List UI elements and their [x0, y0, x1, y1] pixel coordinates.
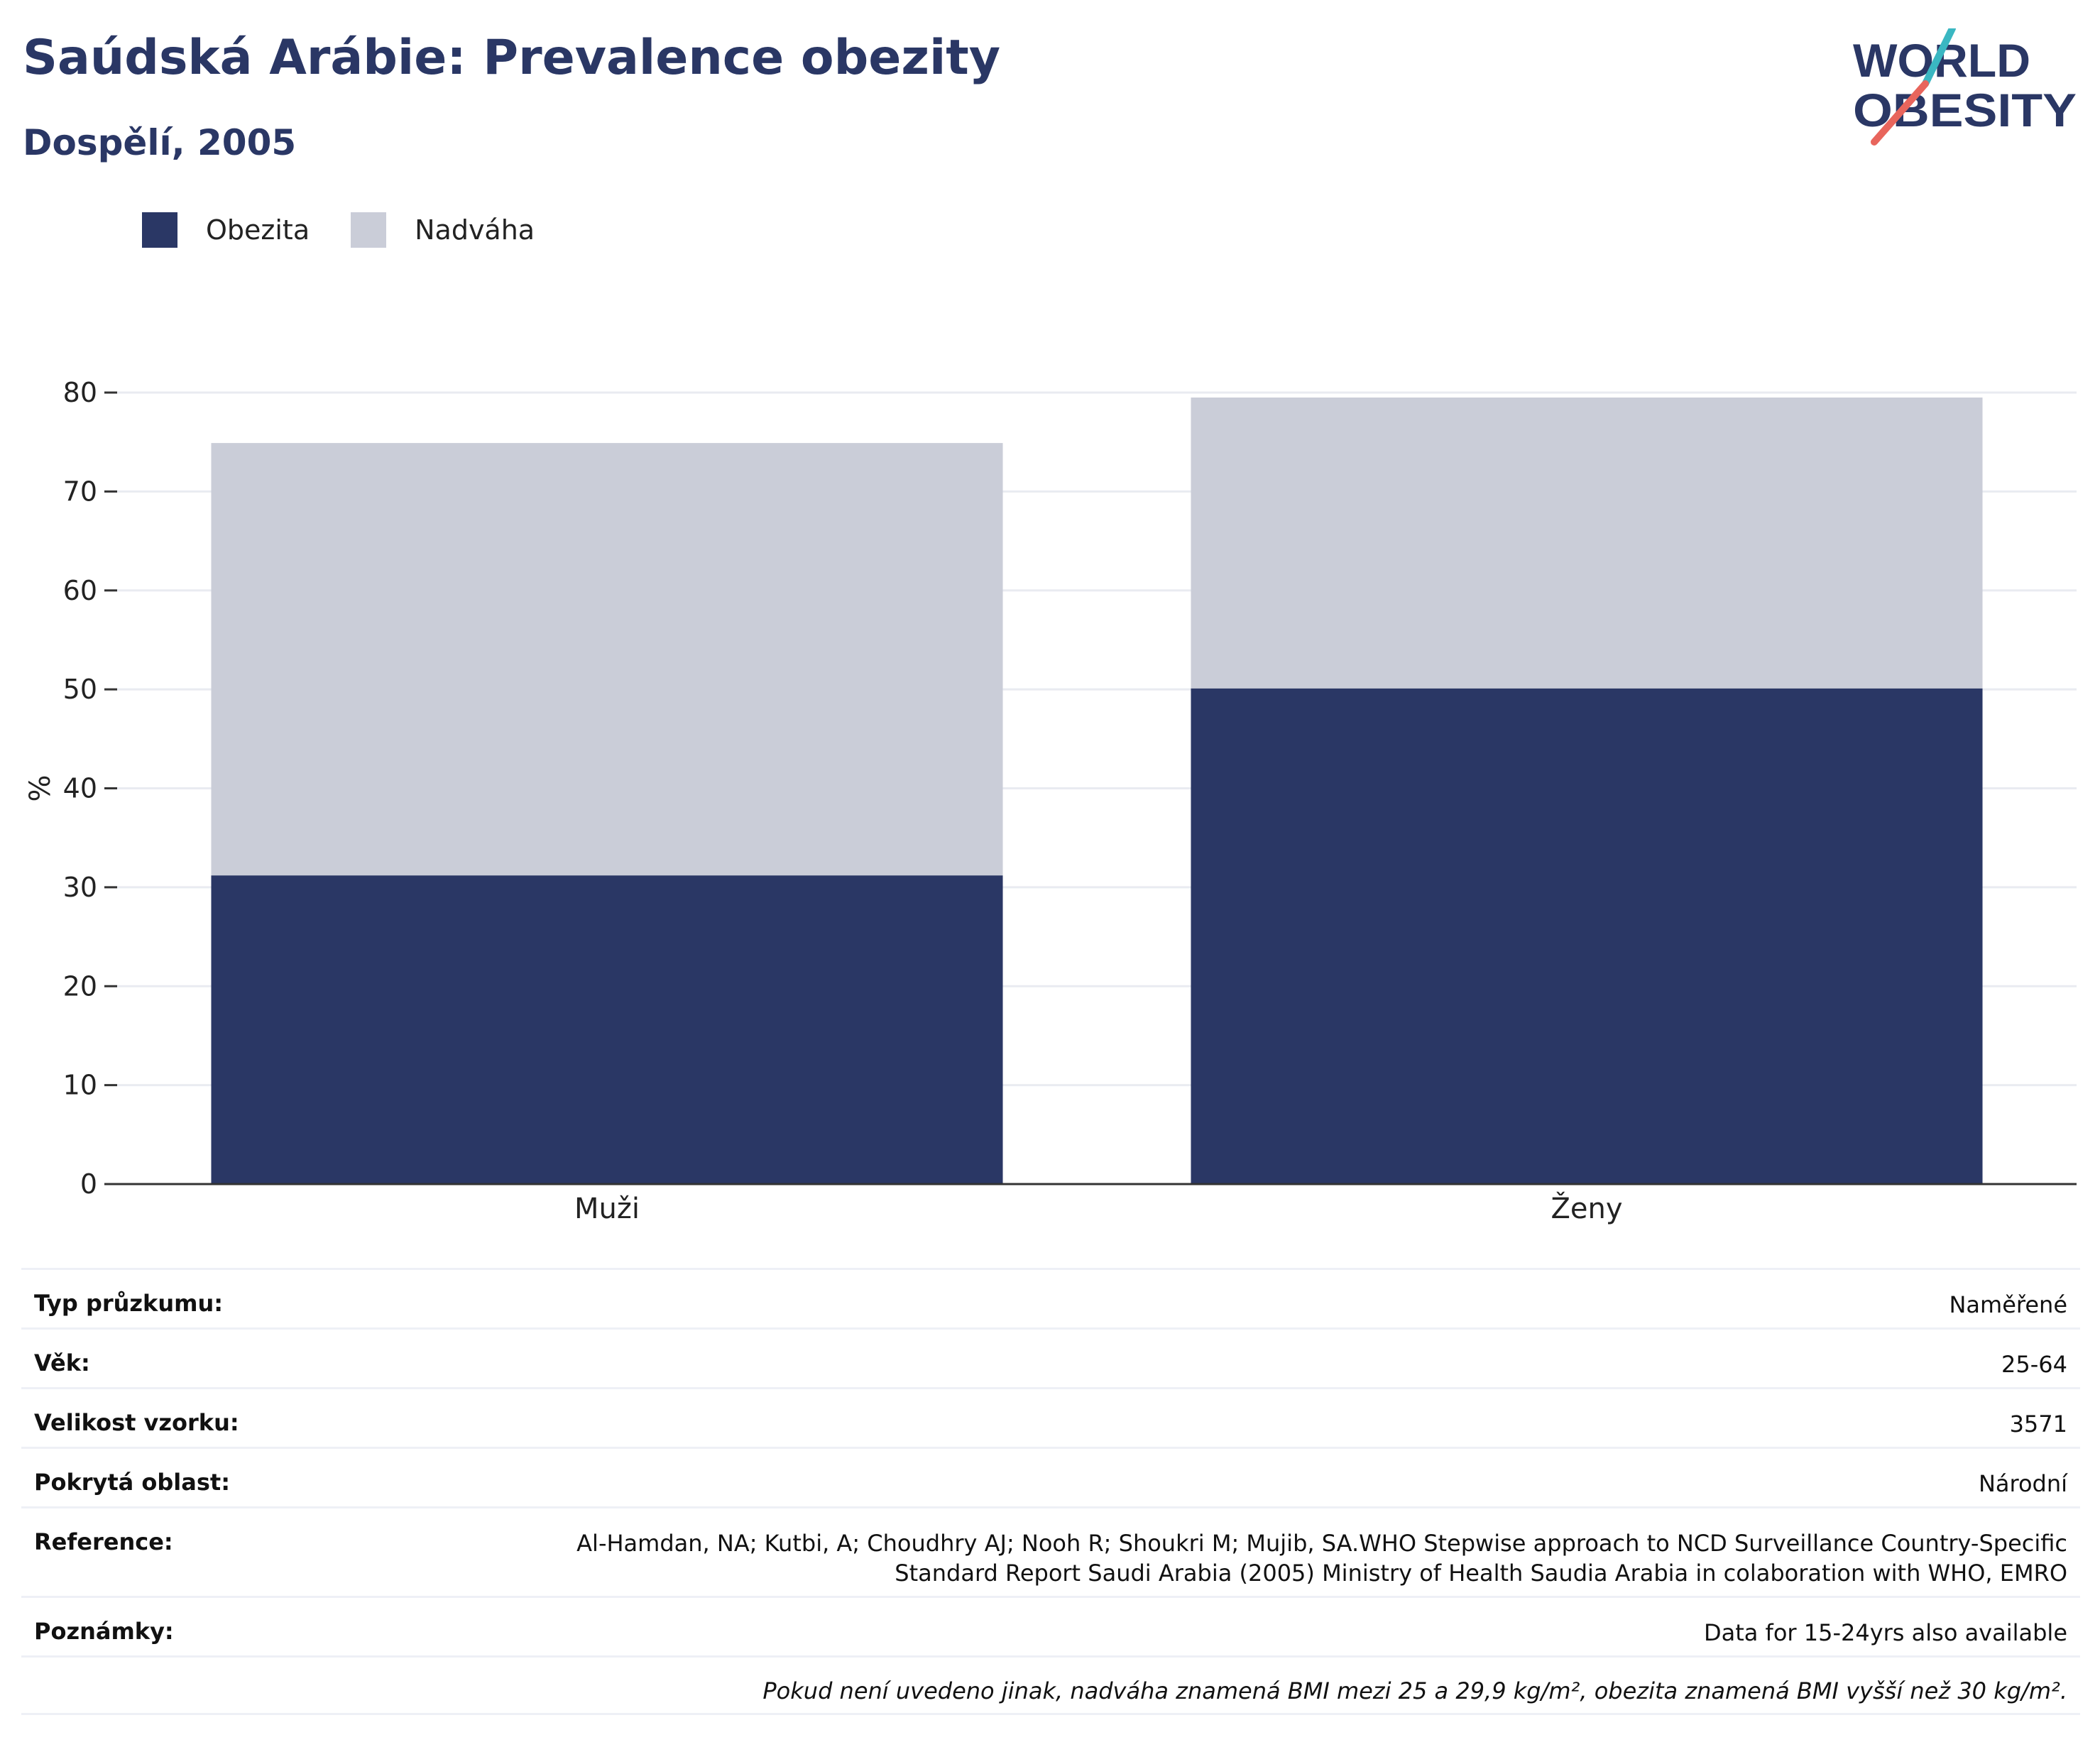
info-row-survey-type: Typ průzkumu: Naměřené [21, 1268, 2080, 1327]
legend-label-nadvaha: Nadváha [415, 214, 535, 246]
info-row-notes: Poznámky: Data for 15-24yrs also availab… [21, 1596, 2080, 1655]
info-key: Poznámky: [34, 1618, 174, 1645]
legend-item-obezita[interactable]: Obezita [142, 212, 310, 248]
page-subtitle: Dospělí, 2005 [23, 122, 297, 163]
y-tick-label: 20 [63, 970, 97, 1002]
info-key: Velikost vzorku: [34, 1409, 239, 1436]
info-row-reference: Reference: Al-Hamdan, NA; Kutbi, A; Chou… [21, 1506, 2080, 1596]
y-tick-label: 10 [63, 1070, 97, 1101]
info-value: Al-Hamdan, NA; Kutbi, A; Choudhry AJ; No… [576, 1528, 2067, 1588]
bar-nadvaha-muzi [211, 443, 1003, 876]
info-row-age: Věk: 25-64 [21, 1327, 2080, 1387]
page-title: Saúdská Arábie: Prevalence obezity [23, 30, 1001, 86]
bar-nadvaha-zeny [1191, 397, 1983, 689]
info-key: Reference: [34, 1528, 173, 1555]
y-tick-label: 80 [63, 377, 97, 408]
bar-chart: 0 10 20 30 40 50 60 70 80% Muži Ženy [24, 377, 2077, 1225]
y-tick-label: 30 [63, 872, 97, 903]
logo-slash-coral [1871, 80, 1929, 146]
x-tick-label: Ženy [1551, 1191, 1622, 1225]
footnote: Pokud není uvedeno jinak, nadváha znamen… [762, 1677, 2067, 1704]
chart-legend: Obezita Nadváha [142, 210, 576, 250]
legend-swatch-obezita [142, 212, 177, 248]
bar-obezita-muzi [211, 875, 1003, 1184]
info-key: Věk: [34, 1349, 90, 1376]
logo-line-1: WORLD [1853, 34, 2030, 87]
info-table: Typ průzkumu: Naměřené Věk: 25-64 Veliko… [21, 1268, 2080, 1715]
y-tick-label: 40 [63, 773, 97, 804]
y-axis-label: % [24, 774, 57, 801]
info-value: Národní [1978, 1470, 2067, 1497]
bar-obezita-zeny [1191, 688, 1983, 1184]
y-tick-label: 60 [63, 575, 97, 606]
world-obesity-logo: WORLD OBESITY [1853, 28, 2077, 146]
x-tick-label: Muži [574, 1193, 640, 1225]
info-key: Pokrytá oblast: [34, 1469, 230, 1496]
reference-line-2: Standard Report Saudi Arabia (2005) Mini… [895, 1560, 2067, 1587]
info-row-coverage: Pokrytá oblast: Národní [21, 1447, 2080, 1506]
info-row-footnote: Pokud není uvedeno jinak, nadváha znamen… [21, 1655, 2080, 1715]
logo-slash-teal [1922, 28, 1956, 87]
legend-label-obezita: Obezita [206, 214, 310, 246]
info-key: Typ průzkumu: [34, 1290, 224, 1317]
info-value: 3571 [2009, 1411, 2067, 1437]
y-tick-label: 0 [80, 1168, 97, 1200]
info-value: Data for 15-24yrs also available [1703, 1619, 2067, 1646]
info-row-sample-size: Velikost vzorku: 3571 [21, 1387, 2080, 1447]
info-value: Naměřené [1949, 1291, 2067, 1318]
y-tick-label: 50 [63, 674, 97, 705]
reference-line-1: Al-Hamdan, NA; Kutbi, A; Choudhry AJ; No… [576, 1530, 2067, 1557]
info-value: 25-64 [2001, 1351, 2067, 1378]
legend-item-nadvaha[interactable]: Nadváha [351, 212, 535, 248]
y-tick-label: 70 [63, 476, 97, 507]
legend-swatch-nadvaha [351, 212, 387, 248]
